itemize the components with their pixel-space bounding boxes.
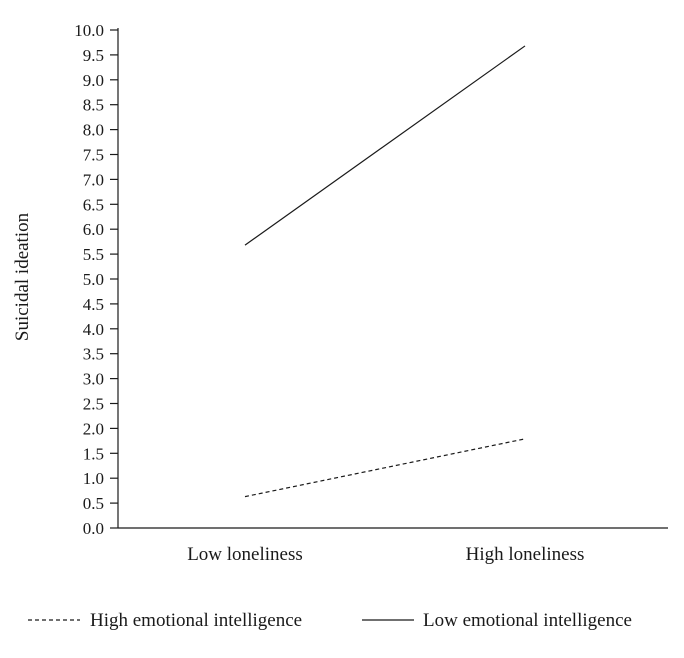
y-tick-label: 1.0	[83, 469, 104, 488]
y-tick-label: 0.5	[83, 494, 104, 513]
y-tick-label: 2.5	[83, 395, 104, 414]
y-tick-label: 7.5	[83, 146, 104, 165]
y-tick-label: 3.5	[83, 345, 104, 364]
y-tick-label: 7.0	[83, 170, 104, 189]
y-tick-label: 4.5	[83, 295, 104, 314]
y-tick-label: 3.0	[83, 370, 104, 389]
x-tick-label: Low loneliness	[187, 544, 303, 565]
y-tick-label: 1.5	[83, 444, 104, 463]
y-tick-label: 5.5	[83, 245, 104, 264]
y-tick-label: 9.5	[83, 46, 104, 65]
y-tick-label: 9.0	[83, 71, 104, 90]
legend-label: High emotional intelligence	[90, 610, 302, 631]
y-tick-label: 6.0	[83, 220, 104, 239]
series-line-low-ei	[244, 45, 526, 246]
y-tick-label: 2.0	[83, 419, 104, 438]
legend: High emotional intelligence Low emotional…	[28, 610, 632, 631]
y-tick-label: 6.5	[83, 195, 104, 214]
x-axis: Low loneliness High loneliness	[118, 527, 668, 565]
y-tick-label: 8.5	[83, 96, 104, 115]
y-tick-label: 8.0	[83, 121, 104, 140]
y-tick-label: 10.0	[74, 21, 104, 40]
y-tick-label: 0.0	[83, 519, 104, 538]
series-line-high-ei	[244, 438, 526, 498]
plot-series	[244, 45, 526, 498]
y-axis: 0.0 0.5 1.0 1.5 2.0 2.5 3.0 3.5 4.0 4.5 5.0 5.5 6.0 6…	[74, 21, 119, 538]
y-tick-label: 4.0	[83, 320, 104, 339]
legend-label: Low emotional intelligence	[423, 610, 632, 631]
x-tick-label: High loneliness	[466, 544, 585, 565]
y-axis-title: Suicidal ideation	[12, 212, 33, 341]
y-tick-label: 5.0	[83, 270, 104, 289]
